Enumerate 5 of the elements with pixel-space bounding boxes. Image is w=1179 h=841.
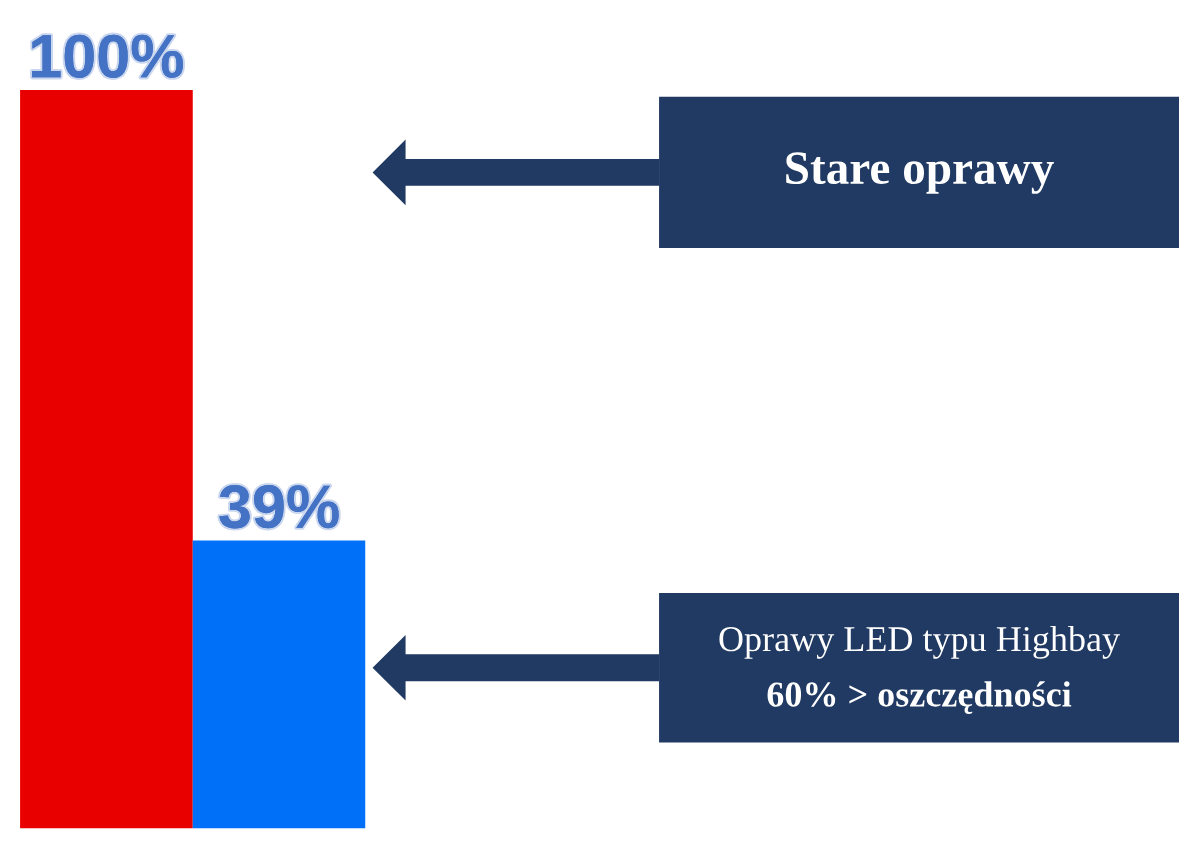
data-label: 39% [219, 485, 339, 529]
text: Stare oprawy [786, 152, 1054, 194]
text: 60% > oszczędności [767, 681, 1072, 714]
text: Oprawy LED typu Highbay [719, 625, 1120, 659]
data-label: 100% [32, 34, 183, 78]
